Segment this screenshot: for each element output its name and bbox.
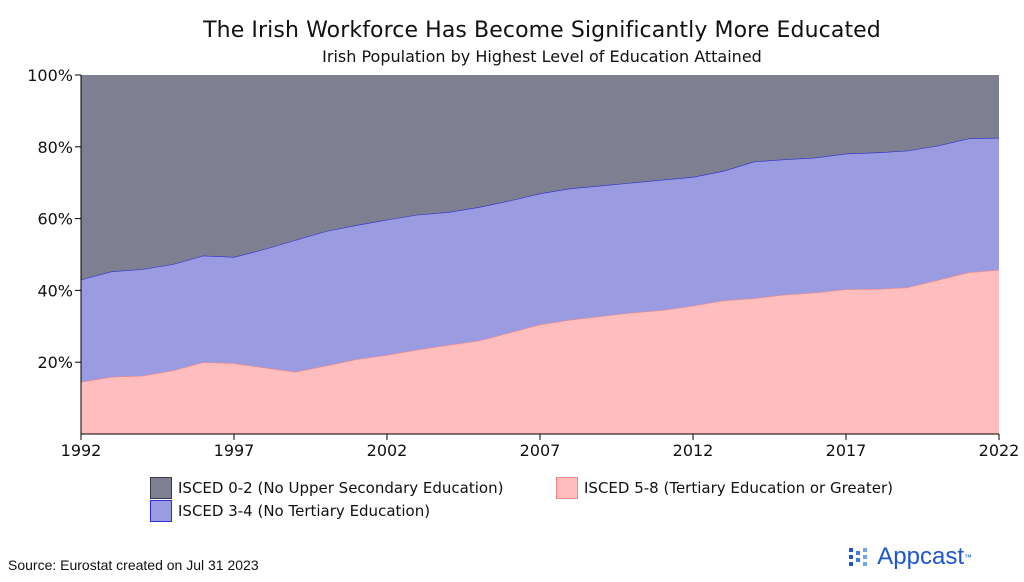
legend-label-isced-5-8: ISCED 5-8 (Tertiary Education or Greater…: [584, 479, 893, 497]
area-series-1: [81, 137, 999, 382]
legend-label-isced-0-2: ISCED 0-2 (No Upper Secondary Education): [178, 479, 504, 497]
x-tick-label: 2002: [367, 441, 408, 460]
legend-swatch-isced-5-8: [556, 477, 578, 499]
x-tick-label: 1997: [214, 441, 255, 460]
source-note: Source: Eurostat created on Jul 31 2023: [8, 557, 259, 573]
area-series-0: [81, 269, 999, 434]
area-chart: 20% 40% 60% 80% 100% 1992 1997 2002 2007 2012 2017…: [27, 66, 1019, 460]
x-tick-label: 2017: [826, 441, 867, 460]
y-tick-label: 40%: [37, 281, 73, 300]
appcast-logo: Appcast ™: [849, 543, 972, 571]
appcast-logo-icon: [849, 546, 871, 568]
y-tick-label: 80%: [37, 138, 73, 157]
legend-swatch-isced-0-2: [150, 477, 172, 499]
y-tick-label: 100%: [27, 66, 73, 85]
legend-label-isced-3-4: ISCED 3-4 (No Tertiary Education): [178, 502, 431, 520]
legend-item-isced-5-8: ISCED 5-8 (Tertiary Education or Greater…: [556, 477, 893, 499]
legend-swatch-isced-3-4: [150, 500, 172, 522]
appcast-logo-text: Appcast: [877, 543, 964, 570]
legend-item-isced-3-4: ISCED 3-4 (No Tertiary Education): [150, 500, 430, 522]
y-tick-label: 20%: [37, 353, 73, 372]
x-tick-label: 2022: [979, 441, 1020, 460]
x-tick-label: 1992: [61, 441, 102, 460]
chart-subtitle: Irish Population by Highest Level of Edu…: [322, 47, 762, 66]
x-tick-label: 2012: [673, 441, 714, 460]
chart-title: The Irish Workforce Has Become Significa…: [203, 18, 881, 43]
area-series-2: [81, 75, 999, 280]
chart-axes: 20% 40% 60% 80% 100% 1992 1997 2002 2007 2012 2017…: [27, 66, 1019, 460]
chart-areas: [80, 75, 1000, 434]
legend-item-isced-0-2: ISCED 0-2 (No Upper Secondary Education): [150, 477, 503, 499]
appcast-logo-trademark: ™: [964, 552, 972, 562]
y-tick-label: 60%: [37, 210, 73, 229]
x-tick-label: 2007: [520, 441, 561, 460]
